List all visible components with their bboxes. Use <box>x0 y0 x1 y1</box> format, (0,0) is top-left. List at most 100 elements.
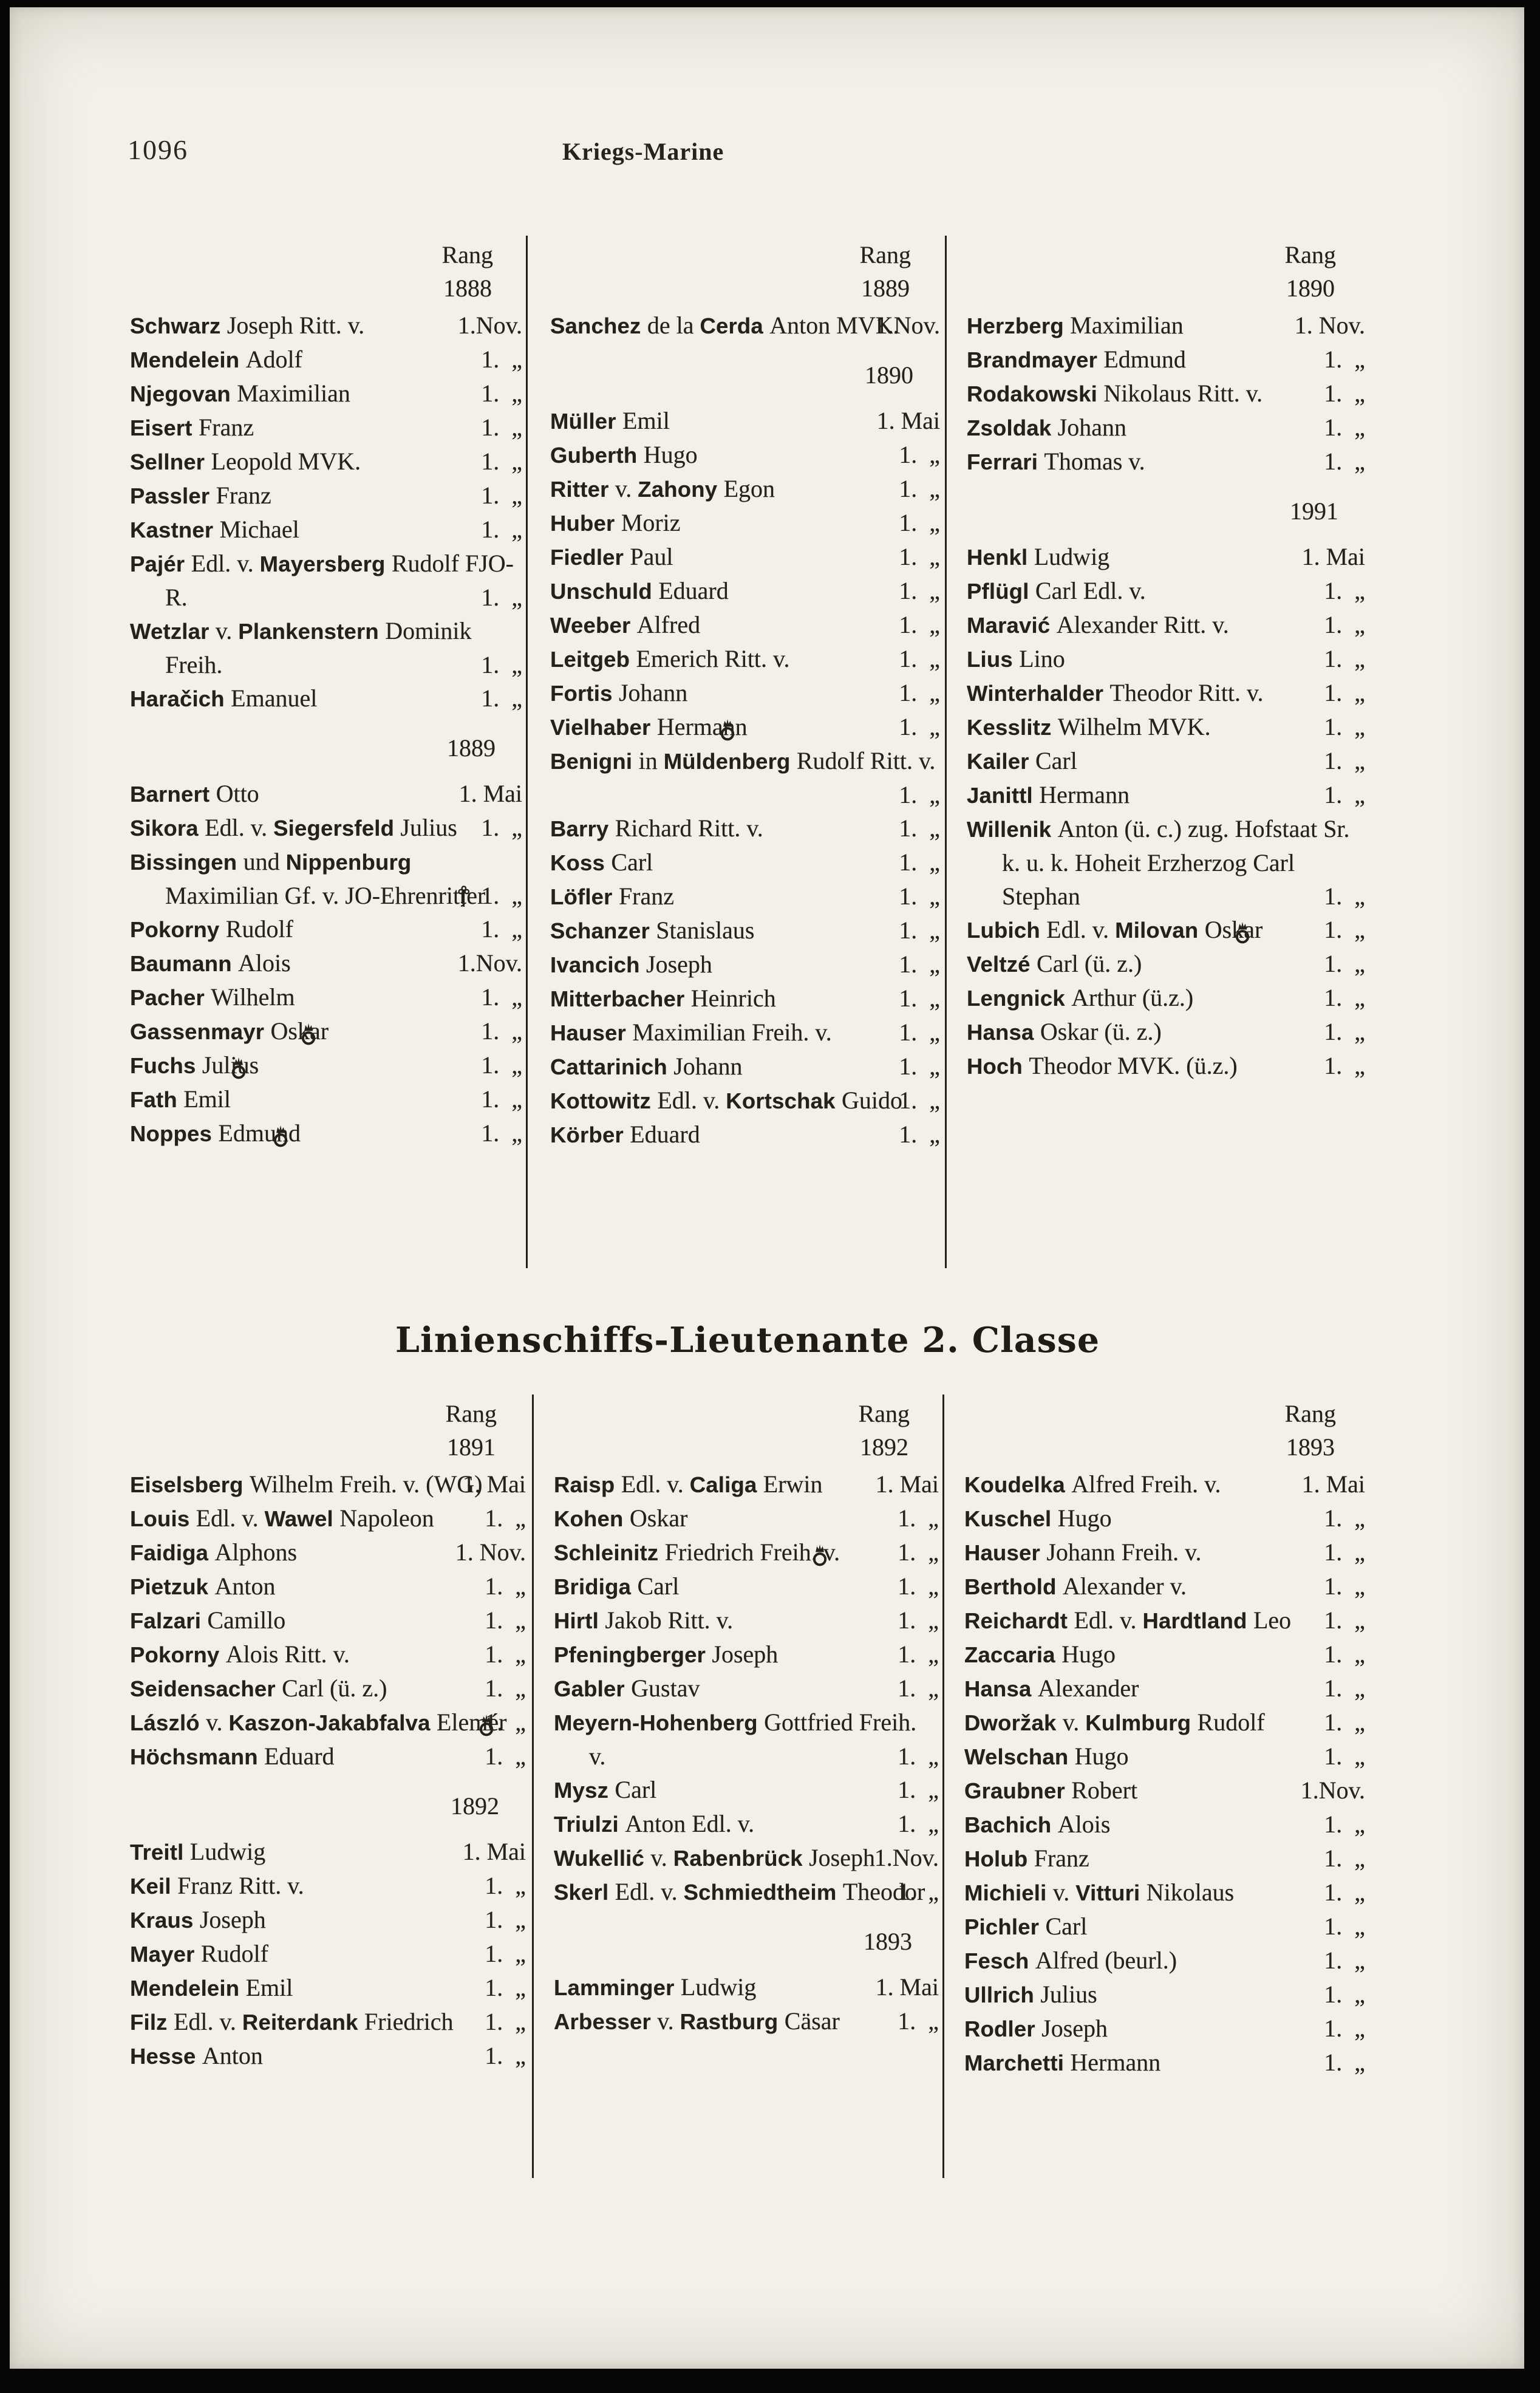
entry-rank-date: 1. „ <box>485 1606 526 1634</box>
entry-rank-date: 1. „ <box>1324 1018 1365 1045</box>
entry-rank-date: 1. „ <box>485 1572 526 1600</box>
entry-given-name: Alexander Ritt. v. <box>1056 611 1229 638</box>
entry-given-name: Heinrich <box>690 985 776 1012</box>
entry-name: Dworžak v. Kulmburg Rudolf <box>964 1709 1265 1736</box>
entry-rank-date: 1. „ <box>898 1776 939 1803</box>
entry-rank-date: 1. „ <box>1324 679 1365 706</box>
entry-rank-date: 1. „ <box>1324 1811 1365 1838</box>
entry-rank-date: 1. „ <box>1324 1947 1365 1974</box>
register-entry: Barry Richard Ritt. v. 1. „ <box>550 811 940 845</box>
entry-name: Schleinitz Friedrich Freih. v. <box>554 1538 846 1566</box>
rang-label: Rang <box>445 1400 497 1427</box>
entry-surname: Pajér <box>130 551 191 576</box>
entry-name: Ritter v. Zahony Egon <box>550 475 775 502</box>
register-entry: Schanzer Stanislaus 1. „ <box>550 913 940 947</box>
entry-name: Eisert Franz <box>130 414 254 441</box>
crown-ring-icon <box>232 1057 246 1079</box>
entry-given-name: Cäsar <box>784 2007 840 2035</box>
entry-given-name: Leopold MVK. <box>211 448 361 475</box>
entry-given-name: Hugo <box>1057 1504 1112 1532</box>
register-entry: Maravić Alexander Ritt. v. 1. „ <box>967 608 1365 642</box>
entry-surname: Zaccaria <box>964 1642 1062 1667</box>
entry-rank-date: 1. „ <box>1324 1709 1365 1736</box>
entry-given-name: Eduard <box>630 1121 700 1148</box>
entry-given-name: Edl. v. <box>657 1087 726 1114</box>
entry-surname: Filz <box>130 2010 174 2035</box>
entry-name: Weeber Alfred <box>550 611 700 638</box>
entry-given-name: Julius <box>1040 1981 1097 2008</box>
entry-rank-date: 1. „ <box>481 882 522 909</box>
entry-name: Pflügl Carl Edl. v. <box>967 577 1146 604</box>
register-entry: Veltzé Carl (ü. z.) 1. „ <box>967 947 1365 981</box>
entry-given-name: Rudolf <box>225 915 293 943</box>
entry-given-name: Edl. v. <box>191 550 260 577</box>
crown-ring-icon <box>720 719 734 741</box>
entry-rank-date: 1. „ <box>899 917 940 944</box>
entry-surname: Müldenberg <box>663 749 797 774</box>
entry-given-name: Hugo <box>643 441 698 468</box>
entry-surname: Barry <box>550 816 615 841</box>
entry-surname: Seidensacher <box>130 1676 282 1701</box>
entry-rank-date: 1. „ <box>481 414 522 441</box>
entry-surname: Kastner <box>130 517 220 542</box>
entry-given-name: Edmund <box>218 1119 307 1147</box>
entry-rank-date: 1. „ <box>899 848 940 876</box>
register-column-1889: Rang 1889 Sanchez de la Cerda Anton MVK. 1.… <box>550 238 940 1152</box>
entry-given-name: Rudolf <box>1197 1709 1265 1736</box>
entry-surname: Mendelein <box>130 347 246 372</box>
entry-surname: Rodler <box>964 2016 1042 2041</box>
crown-ring-icon <box>273 1125 288 1147</box>
entry-given-name: de la <box>647 312 700 339</box>
entry-surname: Körber <box>550 1122 630 1147</box>
entry-surname: Haračich <box>130 686 231 711</box>
entry-name: Koss Carl <box>550 848 653 876</box>
entry-rank-date: 1. „ <box>485 1674 526 1702</box>
entry-surname: Barnert <box>130 782 216 807</box>
register-entry: Eiselsberg Wilhelm Freih. v. (WG) 1. Mai <box>130 1467 526 1501</box>
entry-rank-date: 1. „ <box>898 1606 939 1634</box>
entry-surname: Hirtl <box>554 1608 605 1633</box>
entry-rank-date: 1. „ <box>899 1087 940 1114</box>
entry-surname: Unschuld <box>550 579 659 604</box>
register-entry: Unschuld Eduard 1. „ <box>550 574 940 608</box>
entry-rank-date: 1. „ <box>1324 346 1365 373</box>
register-entry: Leitgeb Emerich Ritt. v. 1. „ <box>550 642 940 676</box>
entry-name: Bachich Alois <box>964 1811 1110 1838</box>
entry-surname: Baumann <box>130 951 239 976</box>
entry-given-name: Julius <box>202 1051 265 1079</box>
register-entry: Bissingen und Nippenburg Maximilian Gf. … <box>130 845 522 912</box>
entry-surname: Guberth <box>550 443 644 468</box>
entry-surname: Mayersberg <box>259 551 392 576</box>
entry-rank-date: 1. „ <box>898 2007 939 2035</box>
entry-name: Gabler Gustav <box>554 1674 700 1702</box>
entry-given-name: Edl. v. <box>196 1504 265 1532</box>
entry-given-name: Nikolaus Ritt. v. <box>1103 380 1263 407</box>
entry-surname: Weeber <box>550 613 637 638</box>
entry-name: Lamminger Ludwig <box>554 1973 756 2001</box>
entry-given-name: Maximilian <box>1070 312 1184 339</box>
entry-given-name: Alfred Freih. v. <box>1071 1470 1221 1498</box>
entry-name: Lengnick Arthur (ü.z.) <box>967 984 1193 1011</box>
register-entry: Marchetti Hermann 1. „ <box>964 2046 1365 2080</box>
register-entry: Hesse Anton 1. „ <box>130 2039 526 2073</box>
entry-surname: Koudelka <box>964 1472 1072 1497</box>
entry-name: Hoch Theodor MVK. (ü.z.) <box>967 1052 1238 1079</box>
entry-surname: Vitturi <box>1075 1880 1146 1905</box>
entry-surname: Löfler <box>550 884 619 909</box>
rang-year: 1892 <box>860 1433 908 1461</box>
entry-surname: Hauser <box>964 1540 1047 1565</box>
entry-rank-date: 1. „ <box>481 1085 522 1113</box>
entry-given-name: Edl. v. <box>205 814 274 841</box>
entry-surname: Vielhaber <box>550 715 657 740</box>
entry-name: Hansa Alexander <box>964 1674 1139 1702</box>
register-entry: Hansa Alexander 1. „ <box>964 1671 1365 1705</box>
entry-given-name: Hugo <box>1074 1743 1129 1770</box>
entry-given-name: Johann <box>1057 414 1126 441</box>
register-entry: Passler Franz 1. „ <box>130 479 522 513</box>
entry-rank-date: 1. „ <box>899 713 940 740</box>
entry-given-name: v. <box>1062 1709 1086 1736</box>
entry-given-name: v. <box>206 1709 229 1736</box>
entry-rank-date: 1. „ <box>898 1572 939 1600</box>
entry-name: Müller Emil <box>550 407 670 434</box>
entry-surname: Henkl <box>967 545 1034 570</box>
